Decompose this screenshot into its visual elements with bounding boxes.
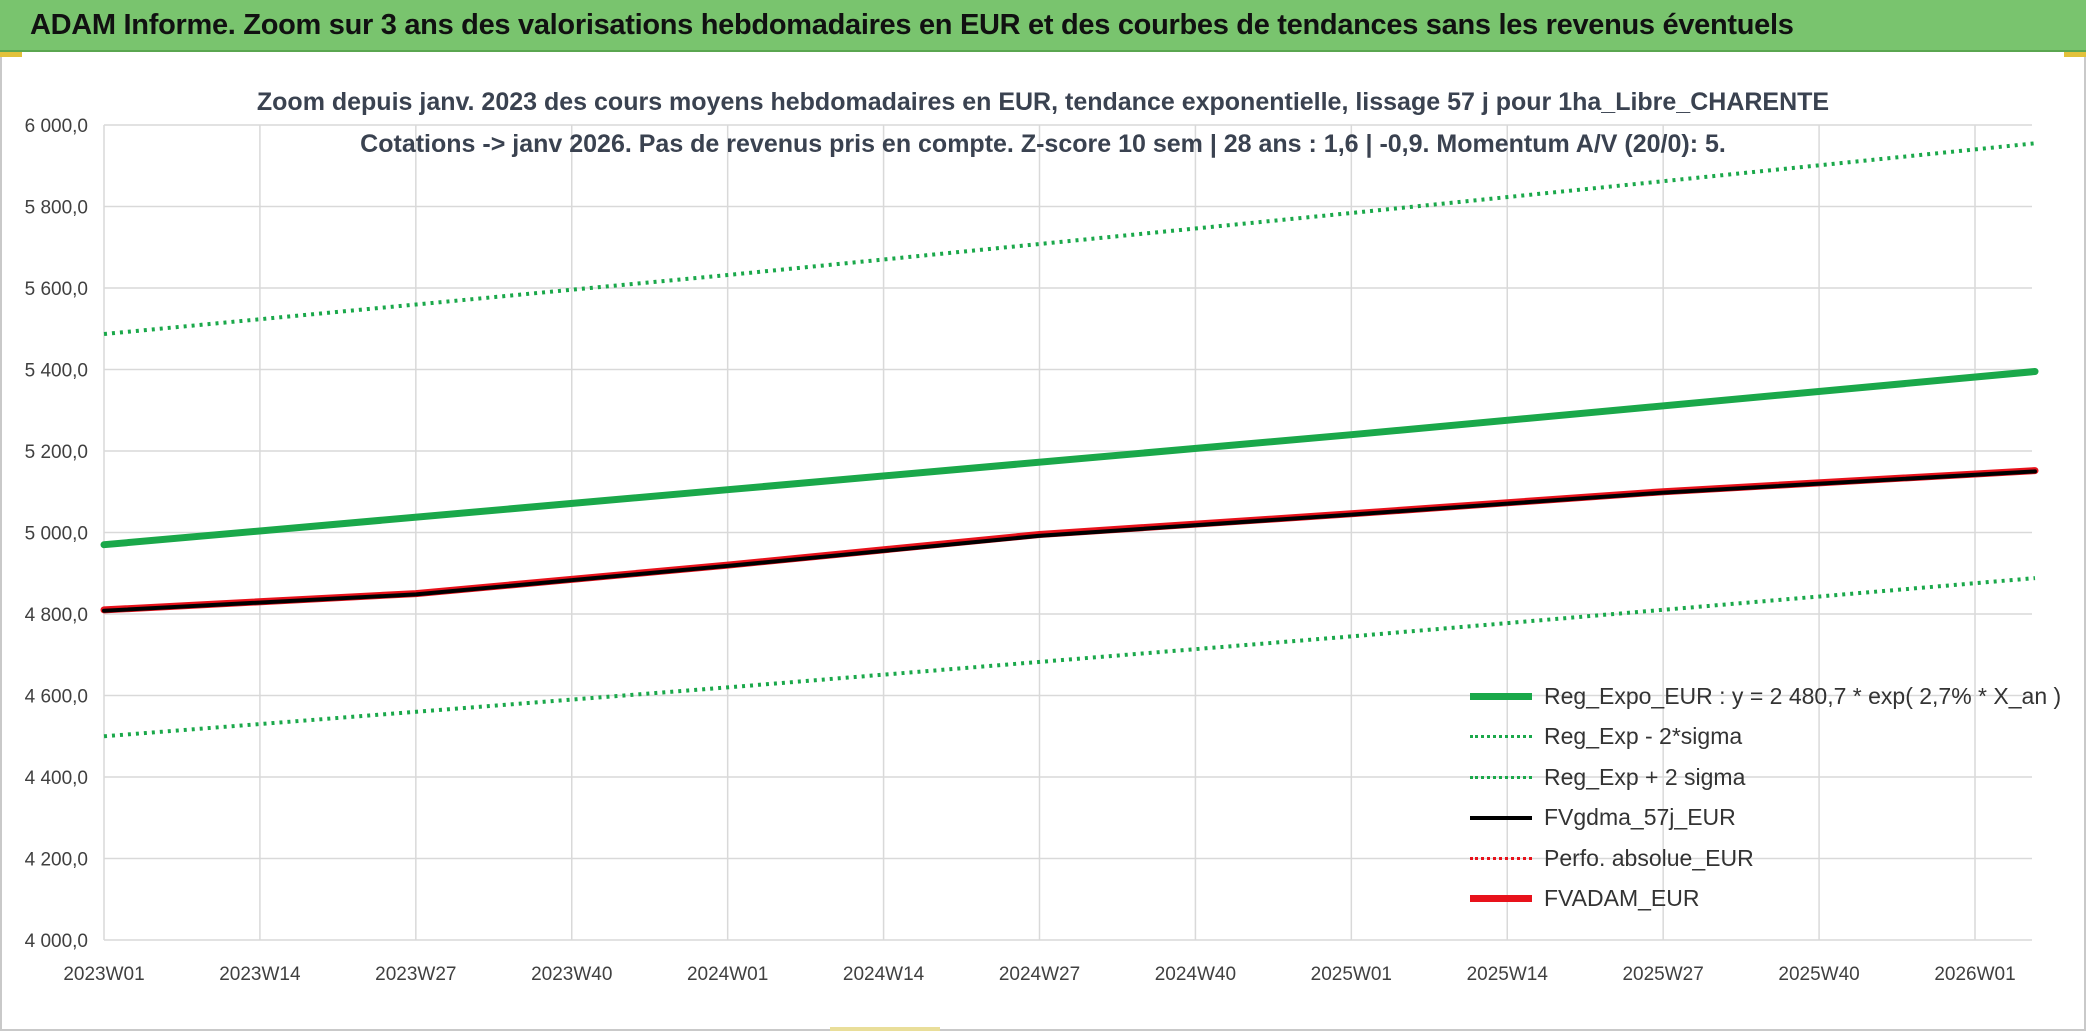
legend-entry: Reg_Exp - 2*sigma (1468, 717, 2068, 758)
y-tick-label: 4 600,0 (25, 687, 88, 708)
series-line-0 (100, 368, 2039, 549)
x-tick-label: 2024W27 (999, 964, 1080, 985)
legend-swatch (1470, 895, 1532, 903)
legend-label: Perfo. absolue_EUR (1544, 844, 1754, 871)
x-tick-label: 2023W14 (219, 964, 301, 985)
legend-entry: Reg_Expo_EUR : y = 2 480,7 * exp( 2,7% *… (1468, 676, 2068, 717)
x-tick-label: 2023W01 (63, 964, 144, 985)
frame-corner-accent-right (2064, 52, 2086, 57)
y-tick-label: 4 000,0 (25, 931, 88, 952)
report-title: ADAM Informe. Zoom sur 3 ans des valoris… (30, 9, 1794, 41)
x-tick-label: 2024W40 (1155, 964, 1236, 985)
legend-entry: Perfo. absolue_EUR (1468, 838, 2068, 879)
report-banner: ADAM Informe. Zoom sur 3 ans des valoris… (0, 0, 2086, 52)
legend-swatch (1470, 735, 1532, 739)
legend-entry: FVgdma_57j_EUR (1468, 798, 2068, 839)
chart-legend: Reg_Expo_EUR : y = 2 480,7 * exp( 2,7% *… (1468, 676, 2068, 919)
x-tick-label: 2026W01 (1934, 964, 2015, 985)
x-tick-label: 2023W27 (375, 964, 456, 985)
legend-swatch (1470, 692, 1532, 700)
y-tick-label: 4 800,0 (25, 605, 88, 626)
x-tick-label: 2025W40 (1778, 964, 1859, 985)
legend-label: Reg_Exp - 2*sigma (1544, 723, 1743, 750)
x-tick-label: 2025W14 (1467, 964, 1549, 985)
x-tick-label: 2025W27 (1622, 964, 1703, 985)
legend-entry: Reg_Exp + 2 sigma (1468, 757, 2068, 798)
legend-swatch (1470, 775, 1532, 779)
y-tick-label: 4 200,0 (25, 850, 88, 871)
series-line-1 (103, 576, 2036, 739)
x-tick-label: 2024W01 (687, 964, 768, 985)
x-tick-label: 2024W14 (843, 964, 925, 985)
chart-frame (0, 52, 2086, 1031)
legend-swatch (1470, 856, 1532, 860)
legend-label: FVgdma_57j_EUR (1544, 804, 1736, 831)
y-axis-ticks: 4 000,0 4 200,0 4 400,0 4 600,0 4 800,0 5 000… (25, 116, 88, 952)
legend-entry: FVADAM_EUR (1468, 879, 2068, 920)
y-tick-label: 5 200,0 (25, 442, 88, 463)
series-line-4 (103, 469, 2036, 612)
frame-corner-accent-left (0, 52, 22, 57)
x-axis-ticks: 2023W01 2023W14 2023W27 2023W40 2024W01 2024W… (63, 964, 2015, 985)
legend-label: Reg_Expo_EUR : y = 2 480,7 * exp( 2,7% *… (1544, 682, 2062, 709)
y-tick-label: 4 400,0 (25, 768, 88, 789)
series-line-3 (102, 469, 2037, 613)
legend-swatch (1470, 815, 1532, 820)
chart-title: Zoom depuis janv. 2023 des cours moyens … (257, 88, 1829, 116)
legend-label: FVADAM_EUR (1544, 885, 1700, 912)
y-tick-label: 5 600,0 (25, 279, 88, 300)
y-tick-label: 6 000,0 (25, 116, 88, 137)
x-tick-label: 2025W01 (1311, 964, 1392, 985)
series-line-2 (103, 141, 2036, 336)
frame-bottom-accent (830, 1027, 940, 1031)
chart-subtitle: Cotations -> janv 2026. Pas de revenus p… (360, 130, 1726, 158)
legend-label: Reg_Exp + 2 sigma (1544, 763, 1746, 790)
y-tick-label: 5 400,0 (25, 361, 88, 382)
chart-series (100, 141, 2039, 739)
x-tick-label: 2023W40 (531, 964, 612, 985)
y-tick-label: 5 800,0 (25, 198, 88, 219)
series-line-5 (100, 467, 2039, 614)
y-tick-label: 5 000,0 (25, 524, 88, 545)
